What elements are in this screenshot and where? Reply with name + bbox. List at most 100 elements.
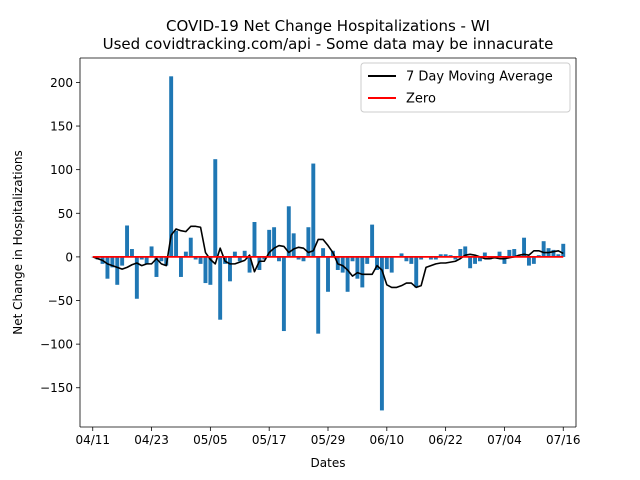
y-tick-label: −100 [40,338,73,352]
bar [443,254,448,257]
bar [203,256,208,284]
bar [134,256,139,299]
bar [409,256,414,264]
chart-title-line2: Used covidtracking.com/api - Some data m… [103,35,554,53]
bars-group [90,76,566,411]
bar [110,256,115,268]
bar [252,222,257,257]
bar [355,256,360,279]
bar [257,256,262,270]
bar [453,256,458,260]
bar [512,249,517,257]
bar [198,256,203,264]
bar [360,256,365,288]
legend-label-moving-average: 7 Day Moving Average [406,70,553,85]
bar [125,225,130,257]
bar [379,256,384,411]
y-tick-label: 150 [50,120,73,134]
bar [419,256,424,260]
bar [159,256,164,262]
bar [139,256,144,260]
bar [350,256,355,262]
bar [120,256,125,266]
bar [321,248,326,257]
bar [414,256,419,288]
bar [144,256,149,264]
legend: 7 Day Moving Average Zero [360,62,571,113]
bar [468,256,473,269]
bar [531,256,536,264]
bar [306,227,311,257]
bar [370,224,375,257]
bar [105,256,110,279]
x-tick-label: 05/17 [252,433,287,447]
x-tick-label: 05/05 [193,433,228,447]
lines-group [92,225,564,289]
bar [438,254,443,257]
x-tick-label: 06/10 [370,433,405,447]
x-axis-label: Dates [311,456,346,470]
bar [502,256,507,264]
bar [428,256,433,260]
bar [551,249,556,257]
x-tick-label: 05/29 [311,433,346,447]
x-tick-label: 07/16 [546,433,581,447]
moving-average-line [92,225,564,289]
bar [311,163,316,257]
bar [316,256,321,334]
y-tick-label: 50 [58,207,73,221]
bar [522,237,527,257]
bar [389,256,394,273]
bar [174,230,179,257]
x-tick-label: 06/22 [428,433,463,447]
y-tick-label: 0 [65,250,73,264]
bar [213,159,218,257]
bar [296,256,301,260]
bar [433,256,438,260]
x-tick-label: 04/11 [75,433,110,447]
bar [326,256,330,292]
bar [277,256,281,262]
bar [183,251,188,257]
y-tick-label: 200 [50,76,73,90]
bar [541,241,546,257]
y-tick-label: 100 [50,163,73,177]
bar [365,256,370,264]
bar [404,256,409,262]
chart-title-line1: COVID-19 Net Change Hospitalizations - W… [166,17,490,35]
y-tick-label: −50 [48,294,73,308]
bar [247,256,252,273]
bar [115,256,120,285]
bar [242,250,247,257]
legend-label-zero: Zero [406,92,436,107]
bar [149,246,154,257]
bar [473,256,477,264]
bar [301,256,306,262]
bar [154,256,159,277]
bar [399,253,404,257]
bar [497,251,502,257]
x-ticks-group: 04/11 04/23 05/05 05/17 05/29 06/10 06/22 07/04… [75,427,581,447]
bar [458,249,463,257]
bar [463,246,468,257]
plot-area [80,58,576,427]
bar [526,256,531,266]
bar [561,243,566,257]
bar [291,233,296,257]
bar [228,256,232,282]
bar [188,237,193,257]
bar [169,76,174,257]
bar [477,256,482,262]
bar [286,206,291,257]
bar [267,229,272,257]
bar [556,254,561,257]
bar [281,256,286,332]
x-tick-label: 07/04 [487,433,522,447]
bar [375,256,379,270]
bar [340,256,345,273]
bar [193,256,198,260]
bar [507,249,512,257]
bar [262,256,267,260]
y-ticks-group: 200 150 100 50 0 −50 −100 −150 [40,76,80,395]
